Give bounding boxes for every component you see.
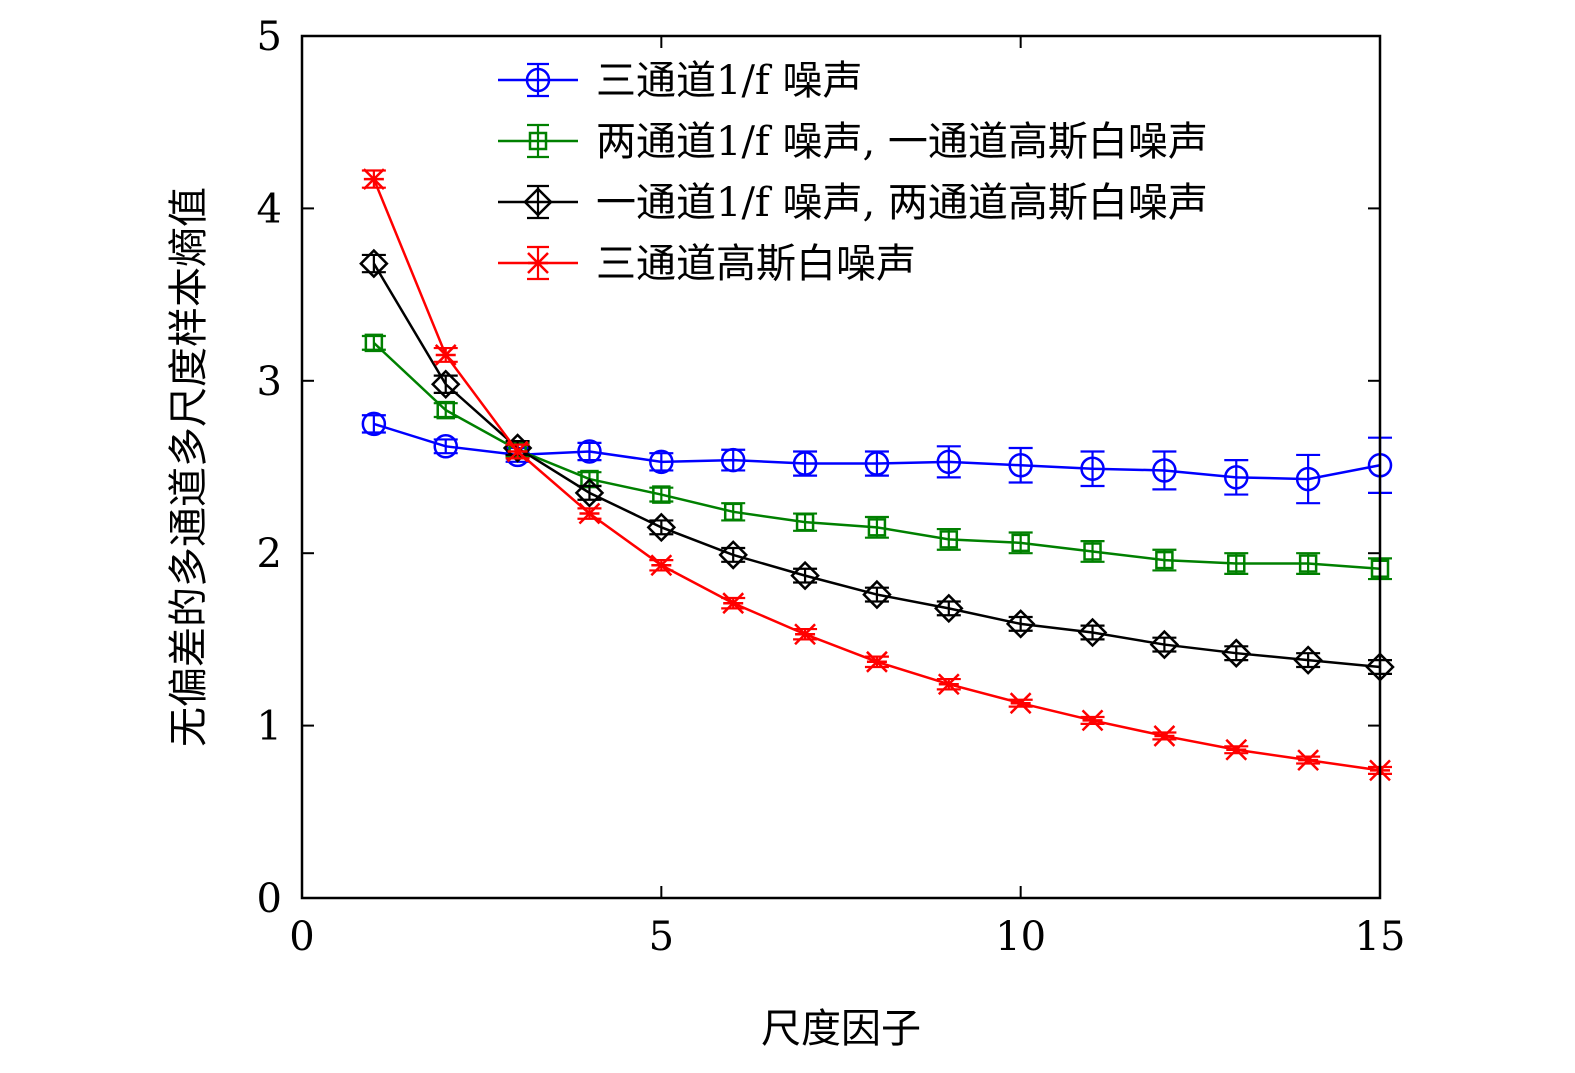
data-point	[939, 530, 959, 549]
y-tick-label: 3	[257, 359, 282, 405]
data-point	[723, 502, 743, 522]
error-bar	[1224, 645, 1249, 662]
data-point	[359, 248, 389, 279]
x-axis-title: 尺度因子	[761, 1006, 921, 1052]
data-point	[864, 451, 890, 476]
data-point	[720, 447, 746, 473]
error-bar	[433, 374, 458, 394]
x-tick-label: 0	[289, 914, 314, 960]
legend-label: 三通道高斯白噪声	[596, 241, 916, 287]
data-point	[1295, 466, 1321, 492]
data-point	[1221, 638, 1252, 668]
legend-item: 三通道高斯白噪声	[498, 241, 916, 287]
data-point	[650, 554, 673, 577]
data-point	[1149, 629, 1180, 660]
legend-marker	[528, 131, 548, 151]
error-bar	[649, 519, 674, 536]
data-point	[1155, 550, 1174, 570]
data-point	[1293, 645, 1323, 675]
series-3	[361, 168, 1392, 782]
data-point	[646, 512, 677, 543]
data-point	[722, 592, 745, 615]
data-point	[433, 434, 458, 459]
data-point	[436, 400, 455, 420]
data-point	[718, 540, 748, 570]
data-point	[867, 518, 887, 537]
data-point	[790, 560, 820, 591]
error-bar	[864, 586, 889, 603]
legend-item: 一通道1/f 噪声, 两通道高斯白噪声	[498, 180, 1208, 226]
data-point	[1224, 465, 1249, 490]
data-point	[578, 502, 601, 525]
error-bar	[1152, 450, 1177, 491]
data-point	[936, 449, 962, 475]
error-bar	[361, 253, 386, 274]
data-point	[1152, 458, 1177, 483]
data-point	[1081, 709, 1104, 732]
data-point	[434, 344, 457, 366]
data-point	[1297, 749, 1320, 771]
y-tick-label: 5	[257, 14, 282, 60]
legend-marker	[525, 67, 551, 93]
data-point	[1227, 554, 1246, 573]
data-point	[1083, 542, 1102, 561]
error-bar	[721, 546, 746, 563]
data-point	[364, 333, 384, 353]
data-point	[795, 512, 815, 532]
data-point	[1005, 609, 1036, 639]
data-point	[649, 449, 674, 475]
data-point	[792, 451, 818, 476]
x-tick-label: 15	[1355, 914, 1406, 960]
legend-item: 两通道1/f 噪声, 一通道高斯白噪声	[498, 119, 1208, 165]
legend-item: 三通道1/f 噪声	[498, 58, 862, 104]
data-point	[1298, 554, 1318, 573]
error-bar	[936, 600, 961, 617]
data-point	[652, 485, 671, 504]
legend-label: 三通道1/f 噪声	[596, 58, 862, 104]
data-point	[1080, 456, 1105, 481]
data-point	[1153, 725, 1176, 747]
error-bar	[1296, 652, 1321, 669]
data-point	[862, 579, 892, 610]
y-tick-label: 2	[257, 531, 282, 577]
error-bar	[577, 484, 602, 501]
data-point	[1008, 453, 1033, 478]
error-bar	[793, 567, 818, 584]
y-axis-title: 无偏差的多通道多尺度样本熵值	[166, 187, 212, 747]
x-tick-label: 5	[649, 914, 674, 960]
y-tick-label: 4	[257, 186, 282, 232]
data-point	[866, 650, 888, 673]
data-point	[1011, 533, 1030, 553]
axis-ticks: 0 5 10 15 0 1 2 3 4 5	[257, 14, 1406, 960]
data-point	[577, 439, 602, 464]
legend-label: 一通道1/f 噪声, 两通道高斯白噪声	[596, 180, 1208, 226]
error-bar	[1152, 636, 1177, 653]
legend-label: 两通道1/f 噪声, 一通道高斯白噪声	[596, 119, 1208, 165]
legend-marker	[523, 187, 553, 217]
y-tick-label: 1	[257, 704, 282, 750]
data-point	[362, 168, 385, 190]
error-bar	[1080, 624, 1105, 641]
plot-content	[359, 168, 1395, 782]
data-point	[1225, 738, 1248, 761]
data-point	[574, 478, 605, 508]
data-point	[506, 440, 529, 463]
legend-marker	[527, 252, 549, 274]
data-point	[937, 673, 960, 696]
error-bar	[1296, 453, 1321, 505]
data-point	[361, 411, 387, 437]
error-bar	[1008, 615, 1033, 632]
data-point	[794, 623, 816, 646]
series-1	[361, 333, 1392, 581]
data-point	[1077, 617, 1108, 648]
plot-frame	[300, 34, 1382, 900]
data-point	[934, 593, 964, 624]
data-point	[1009, 692, 1032, 715]
data-point	[430, 369, 461, 400]
y-tick-label: 0	[257, 876, 282, 922]
x-tick-label: 10	[995, 914, 1046, 960]
